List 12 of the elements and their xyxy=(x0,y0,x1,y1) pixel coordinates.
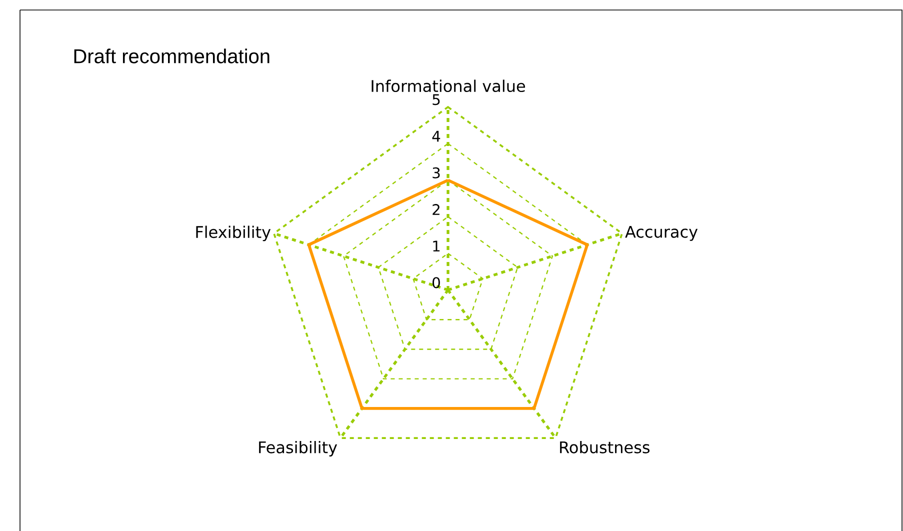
spoke-label: Informational value xyxy=(372,80,526,92)
y-tick-label: 5 xyxy=(432,94,440,106)
chart-title: Draft recommendation xyxy=(74,48,270,64)
spoke-label: Feasibility xyxy=(259,440,338,456)
spoke-label: Robustness xyxy=(560,440,650,454)
y-tick-label: 3 xyxy=(432,167,440,178)
y-tick-label: 2 xyxy=(432,204,440,215)
y-tick-label: 0 xyxy=(432,277,440,288)
spoke-label: Accuracy xyxy=(625,226,698,241)
y-tick-label: 1 xyxy=(433,240,440,252)
spoke-label: Flexibility xyxy=(196,226,271,242)
y-tick-label: 4 xyxy=(432,130,440,142)
